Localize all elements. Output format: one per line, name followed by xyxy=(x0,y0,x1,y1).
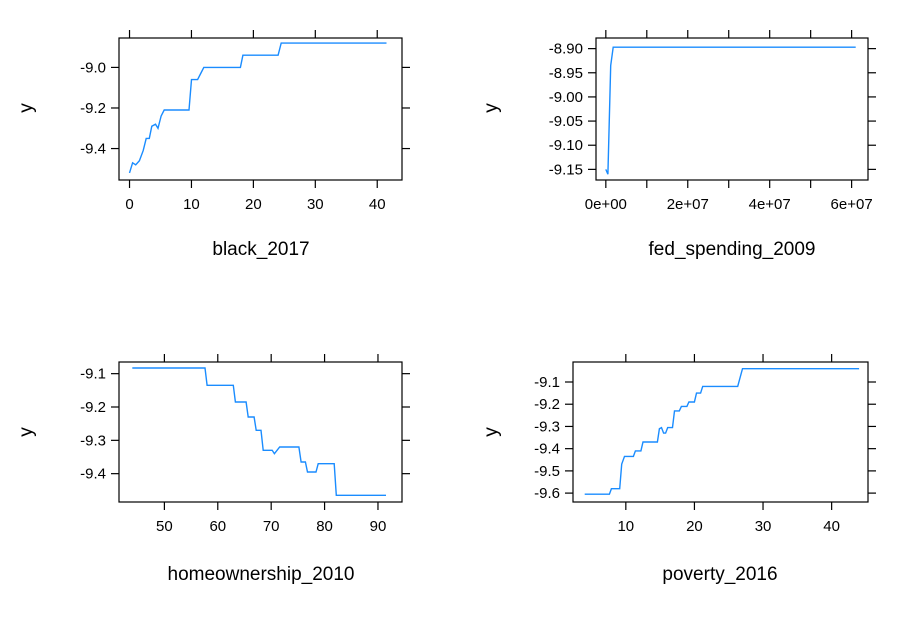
panel-1-x-tick-label: 40 xyxy=(369,196,386,213)
panel-1-y-tick-label: -9.0 xyxy=(80,59,106,76)
panel-3-x-tick-label: 60 xyxy=(209,518,226,535)
panel-3-x-axis-label: homeownership_2010 xyxy=(168,564,355,585)
panel-3-x-tick-label: 70 xyxy=(263,518,280,535)
panel-4-y-tick-label: -9.4 xyxy=(534,441,560,458)
panel-3-x-tick-label: 80 xyxy=(316,518,333,535)
panel-2-x-tick-label: 0e+00 xyxy=(585,196,627,213)
panel-2-y-tick-label: -9.05 xyxy=(549,113,583,130)
panel-1-x-tick-label: 0 xyxy=(125,196,133,213)
panel-4-y-tick-label: -9.3 xyxy=(534,418,560,435)
panel-3-y-tick-label: -9.4 xyxy=(80,466,106,483)
panel-2-series-line xyxy=(605,46,856,175)
panel-3-frame xyxy=(118,361,403,503)
panel-2-y-tick-label: -9.00 xyxy=(549,89,583,106)
panel-2-x-tick-label: 2e+07 xyxy=(667,196,709,213)
panel-2-y-axis-label: y xyxy=(481,103,502,113)
panel-1-x-tick-label: 30 xyxy=(307,196,324,213)
panel-3-x-tick-label: 90 xyxy=(370,518,387,535)
panel-2-y-tick-label: -9.15 xyxy=(549,161,583,178)
panel-3-y-axis-label: y xyxy=(16,427,37,437)
panel-2-y-tick-label: -8.95 xyxy=(549,65,583,82)
panel-1-x-axis-label: black_2017 xyxy=(212,239,309,260)
panel-4-x-tick-label: 10 xyxy=(617,518,634,535)
panel-2-x-tick-label: 6e+07 xyxy=(831,196,873,213)
panel-4-x-tick-label: 20 xyxy=(686,518,703,535)
panel-1-y-tick-label: -9.4 xyxy=(80,141,106,158)
panel-1: 0 10 20 30 40 -9.4 -9.2 -9.0 black_2017 y xyxy=(16,30,410,260)
panel-4-y-tick-label: -9.1 xyxy=(534,374,560,391)
panel-3-y-tick-label: -9.1 xyxy=(80,366,106,383)
panel-3: 50 60 70 80 90 -9.4 -9.3 -9.2 -9.1 homeownership_… xyxy=(16,354,410,585)
panel-4-y-tick-label: -9.5 xyxy=(534,463,560,480)
panel-4-series-line xyxy=(584,368,860,495)
panel-3-x-tick-label: 50 xyxy=(156,518,173,535)
panel-1-x-tick-label: 10 xyxy=(183,196,200,213)
panel-4-y-tick-label: -9.2 xyxy=(534,396,560,413)
panel-3-y-tick-label: -9.2 xyxy=(80,399,106,416)
panel-1-frame xyxy=(118,37,403,181)
panel-2-y-tick-label: -8.90 xyxy=(549,41,583,58)
panel-1-series-line xyxy=(128,42,387,174)
panel-1-y-tick-label: -9.2 xyxy=(80,100,106,117)
panel-4-y-axis-label: y xyxy=(481,427,502,437)
panel-3-y-tick-label: -9.3 xyxy=(80,432,106,449)
panel-1-x-tick-label: 20 xyxy=(245,196,262,213)
panel-1-y-axis-label: y xyxy=(16,103,37,113)
panel-2-x-tick-label: 4e+07 xyxy=(749,196,791,213)
panel-4: 10 20 30 40 -9.6 -9.5 -9.4 -9.3 -9.2 -9.1 poverty_… xyxy=(481,354,876,585)
panel-2-frame xyxy=(595,37,869,181)
panel-2: 0e+00 2e+07 4e+07 6e+07 -9.15 -9.10 -9.05 -9.00… xyxy=(481,30,876,260)
panel-4-frame xyxy=(572,361,869,503)
panel-4-x-tick-label: 30 xyxy=(755,518,772,535)
panel-4-y-tick-label: -9.6 xyxy=(534,485,560,502)
panel-4-x-axis-label: poverty_2016 xyxy=(662,564,777,585)
panel-2-y-tick-label: -9.10 xyxy=(549,137,583,154)
panel-3-series-line xyxy=(132,367,386,496)
panel-2-x-axis-label: fed_spending_2009 xyxy=(649,239,816,260)
panel-4-x-tick-label: 40 xyxy=(823,518,840,535)
